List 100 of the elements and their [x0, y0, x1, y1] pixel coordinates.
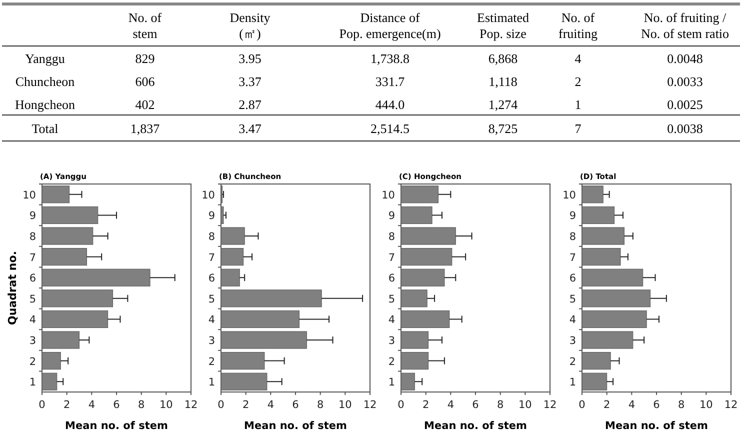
text: 1,837	[130, 121, 160, 136]
y-tick-label: 2	[208, 356, 215, 368]
y-tick-label: 8	[208, 231, 215, 243]
y-tick-label: 4	[29, 314, 36, 326]
text: 8,725	[488, 121, 518, 136]
x-tick-label: 12	[724, 399, 738, 411]
y-tick-label: 4	[569, 314, 576, 326]
y-tick-label: 7	[388, 252, 395, 264]
text: Distance of Pop. emergence(m)	[339, 10, 441, 41]
x-tick-label: 12	[184, 399, 198, 411]
x-tick-label: 8	[678, 399, 685, 411]
x-tick-label: 4	[267, 399, 274, 411]
y-tick-label: 8	[29, 231, 36, 243]
y-tick-label: 6	[569, 272, 576, 285]
x-axis-title: Mean no. of stem	[65, 420, 168, 432]
text: 0.0025	[667, 97, 703, 112]
text: 402	[135, 97, 155, 112]
text: No. of stem	[128, 10, 162, 41]
text: Density (㎡)	[230, 10, 271, 41]
text: 331.7	[375, 74, 406, 89]
text: Yanggu	[25, 51, 66, 66]
x-tick-label: 10	[159, 399, 173, 411]
y-tick-label: 5	[569, 293, 576, 306]
x-tick-label: 6	[292, 399, 300, 411]
x-tick-label: 0	[218, 399, 224, 411]
y-tick-label: 5	[208, 293, 215, 306]
y-tick-label: 7	[208, 252, 215, 264]
text: Total	[32, 121, 59, 136]
y-tick-label: 3	[208, 335, 215, 347]
x-tick-label: 2	[422, 399, 430, 411]
x-tick-label: 4	[88, 399, 96, 411]
text: Estimated Pop. size	[477, 10, 530, 41]
y-tick-label: 5	[388, 293, 395, 306]
y-tick-label: 3	[569, 335, 576, 347]
x-tick-label: 10	[518, 399, 532, 411]
y-tick-label: 3	[388, 335, 395, 347]
x-tick-label: 10	[338, 399, 352, 411]
x-tick-label: 2	[603, 399, 610, 411]
y-tick-label: 6	[208, 272, 216, 285]
y-tick-label: 5	[29, 293, 36, 306]
text: 3.47	[238, 121, 262, 136]
text: Hongcheon	[15, 97, 76, 112]
y-tick-label: 1	[29, 376, 36, 389]
x-tick-label: 0	[398, 399, 404, 411]
y-tick-label: 1	[388, 376, 395, 389]
text: No. of fruiting	[558, 10, 598, 41]
y-tick-label: 1	[569, 376, 576, 389]
y-tick-label: 10	[562, 189, 576, 202]
x-tick-label: 0	[578, 399, 586, 411]
x-tick-label: 8	[496, 399, 504, 411]
y-tick-label: 4	[208, 314, 216, 326]
text: 0.0048	[667, 51, 703, 66]
x-axis-title: Mean no. of stem	[424, 420, 527, 432]
y-tick-label: 2	[569, 356, 576, 368]
text: No. of fruiting / No. of stem ratio	[640, 10, 730, 41]
x-tick-label: 10	[699, 399, 713, 411]
x-tick-label: 6	[113, 399, 120, 411]
y-axis-title: Quadrat no.	[6, 251, 19, 325]
y-tick-label: 9	[208, 210, 215, 222]
y-tick-label: 9	[388, 210, 395, 222]
text: 2,514.5	[370, 121, 410, 136]
x-axis-title: Mean no. of stem	[244, 420, 347, 432]
y-tick-label: 2	[29, 356, 36, 368]
y-tick-label: 10	[382, 189, 395, 202]
x-tick-label: 12	[363, 399, 377, 411]
text: 0.0033	[667, 74, 703, 89]
y-tick-label: 9	[29, 210, 36, 222]
y-tick-label: 6	[388, 272, 396, 285]
x-tick-label: 4	[628, 399, 636, 411]
text: 444.0	[375, 97, 405, 112]
y-tick-label: 10	[22, 189, 36, 202]
y-tick-label: 8	[569, 231, 576, 243]
x-tick-label: 2	[63, 399, 70, 411]
y-tick-label: 7	[29, 252, 36, 264]
x-tick-label: 6	[653, 399, 660, 411]
y-tick-label: 6	[29, 272, 36, 285]
y-tick-label: 4	[388, 314, 396, 326]
x-tick-label: 6	[472, 399, 480, 411]
y-tick-label: 1	[208, 376, 215, 389]
x-tick-label: 8	[138, 399, 145, 411]
y-tick-label: 7	[569, 252, 576, 264]
text: 6,868	[488, 51, 518, 66]
text: Chuncheon	[15, 74, 76, 89]
text: 1,274	[488, 97, 518, 112]
x-tick-label: 2	[242, 399, 250, 411]
text: 1,118	[488, 74, 518, 89]
y-tick-label: 10	[202, 189, 215, 202]
text: 1,738.8	[370, 51, 410, 66]
text: 3.95	[238, 51, 262, 66]
x-tick-label: 8	[316, 399, 324, 411]
x-tick-label: 12	[543, 399, 557, 411]
text: 606	[135, 74, 156, 89]
y-tick-label: 8	[388, 231, 395, 243]
x-tick-label: 4	[447, 399, 454, 411]
x-axis-title: Mean no. of stem	[605, 420, 708, 432]
text: 829	[135, 51, 155, 66]
x-tick-label: 0	[38, 399, 46, 411]
y-tick-label: 2	[388, 356, 395, 368]
text: 0.0038	[667, 121, 703, 136]
text: 2.87	[238, 97, 262, 112]
